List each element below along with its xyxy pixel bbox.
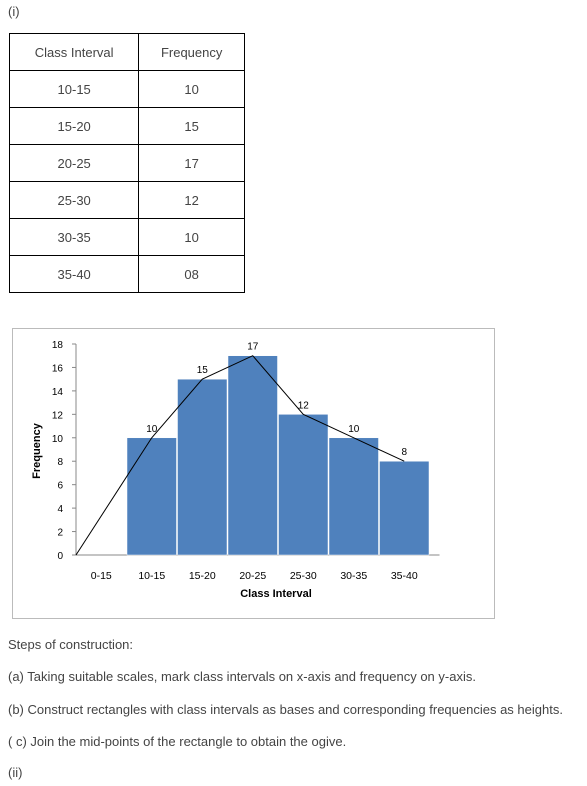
x-tick-label: 25-30: [290, 570, 317, 582]
part-ii-label: (ii): [8, 765, 23, 780]
bar: [278, 414, 329, 556]
y-tick-label: 10: [52, 434, 64, 445]
cell-frequency: 17: [138, 144, 245, 182]
cell-frequency: 10: [138, 70, 245, 108]
frequency-polygon: [75, 355, 405, 556]
y-tick-label: 6: [57, 481, 63, 492]
bar: [177, 378, 228, 556]
bar: [379, 460, 430, 556]
part-i-label: (i): [8, 4, 20, 19]
x-tick-label: 35-40: [391, 570, 418, 582]
step-b: (b) Construct rectangles with class inte…: [8, 702, 563, 717]
cell-class-interval: 20-25: [8, 144, 140, 182]
histogram-chart: 0 2 4 6 8 10 12 14 16 18 0-15 10-15 15-20 20-25 25-30…: [12, 328, 495, 619]
cell-frequency: 08: [138, 255, 245, 293]
header-frequency: Frequency: [138, 33, 245, 71]
data-label: 8: [401, 447, 407, 458]
table-header-row: Class Interval Frequency: [8, 33, 245, 71]
chart-svg: 0 2 4 6 8 10 12 14 16 18 0-15 10-15 15-20 20-25 25-30…: [31, 340, 440, 600]
x-axis-title: Class Interval: [240, 588, 312, 600]
frequency-polygon-line: [75, 355, 405, 556]
cell-frequency: 15: [138, 107, 245, 145]
cell-class-interval: 15-20: [8, 107, 140, 145]
data-label: 10: [146, 424, 158, 435]
step-a: (a) Taking suitable scales, mark class i…: [8, 669, 476, 684]
step-c: ( c) Join the mid-points of the rectangl…: [8, 734, 347, 749]
table-row: 10-15 10: [8, 70, 245, 108]
bar: [126, 437, 177, 556]
y-tick-label: 12: [52, 410, 64, 421]
table-row: 30-35 10: [8, 218, 245, 256]
bars: [126, 355, 430, 556]
header-class-interval: Class Interval: [8, 33, 140, 71]
x-tick-label: 30-35: [340, 570, 367, 582]
data-label: 12: [298, 400, 310, 411]
data-labels: 10 15 17 12 10 8: [146, 342, 407, 459]
y-tick-label: 4: [57, 504, 63, 515]
x-tick-label: 15-20: [189, 570, 216, 582]
y-tick-label: 16: [52, 363, 64, 374]
y-tick-label: 0: [57, 551, 63, 562]
cell-frequency: 12: [138, 181, 245, 219]
cell-class-interval: 10-15: [8, 70, 140, 108]
cell-class-interval: 30-35: [8, 218, 140, 256]
table-row: 35-40 08: [8, 255, 245, 293]
data-label: 10: [348, 424, 360, 435]
data-label: 17: [247, 342, 259, 353]
steps-title: Steps of construction:: [8, 637, 134, 652]
data-label: 15: [197, 365, 209, 376]
cell-class-interval: 25-30: [8, 181, 140, 219]
x-tick-label: 0-15: [91, 570, 112, 582]
bar: [328, 437, 379, 556]
y-axis-title: Frequency: [31, 422, 43, 479]
x-tick-label: 10-15: [138, 570, 165, 582]
y-tick-label: 18: [52, 340, 64, 351]
x-tick-label: 20-25: [239, 570, 266, 582]
y-tick-labels: 0 2 4 6 8 10 12 14 16 18: [52, 340, 64, 562]
table-row: 25-30 12: [8, 181, 245, 219]
bar: [227, 355, 278, 556]
y-tick-label: 14: [52, 387, 64, 398]
y-tick-label: 8: [57, 457, 63, 468]
cell-class-interval: 35-40: [8, 255, 140, 293]
cell-frequency: 10: [138, 218, 245, 256]
y-tick-label: 2: [57, 528, 63, 539]
x-tick-labels: 0-15 10-15 15-20 20-25 25-30 30-35 35-40: [91, 570, 418, 582]
table-row: 15-20 15: [8, 107, 245, 145]
table-row: 20-25 17: [8, 144, 245, 182]
frequency-table: Class Interval Frequency 10-15 10 15-20 …: [8, 33, 245, 293]
